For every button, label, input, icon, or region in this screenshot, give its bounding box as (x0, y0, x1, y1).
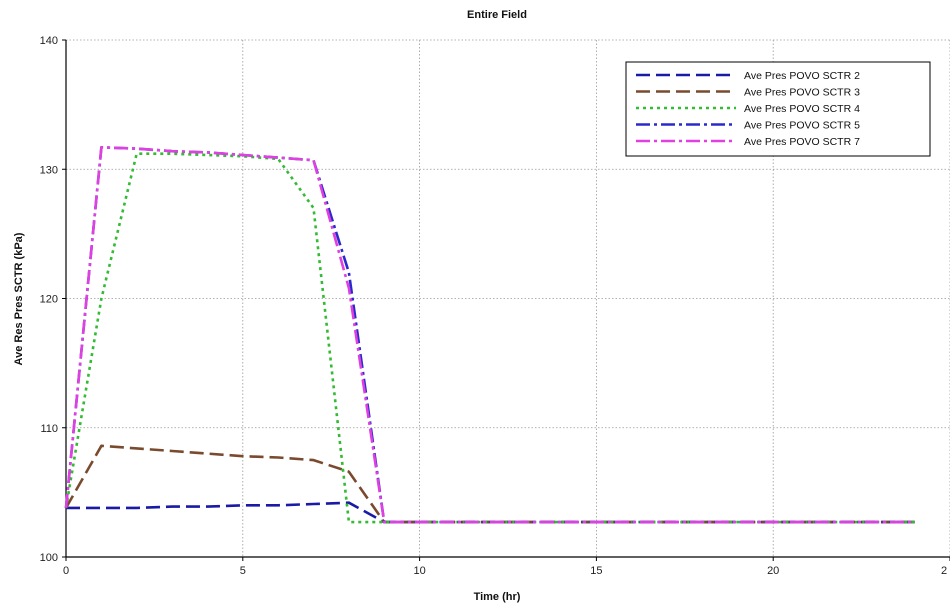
x-tick-label: 20 (767, 565, 779, 577)
y-tick-label: 110 (40, 423, 58, 435)
grid (66, 39, 950, 557)
legend-label-3: Ave Pres POVO SCTR 4 (744, 103, 860, 115)
series-line-4 (64, 146, 915, 524)
chart-title: Entire Field (467, 9, 527, 21)
y-tick-label: 100 (40, 552, 58, 564)
x-tick-label: 10 (413, 565, 425, 577)
x-tick-label: 2 (941, 565, 947, 577)
x-tick-label: 0 (63, 565, 69, 577)
legend: Ave Pres POVO SCTR 2 Ave Pres POVO SCTR 3… (625, 61, 931, 157)
series-line-2 (64, 444, 915, 524)
y-tick-label: 120 (40, 294, 58, 306)
series-line-1 (66, 501, 915, 524)
series-line-5 (64, 146, 915, 524)
series-group (64, 146, 915, 524)
y-axis-label: Ave Res Pres SCTR (kPa) (13, 232, 25, 365)
legend-label-2: Ave Pres POVO SCTR 3 (744, 87, 860, 99)
y-tick-label: 140 (40, 35, 58, 47)
legend-label-1: Ave Pres POVO SCTR 2 (744, 70, 860, 82)
x-tick-label: 5 (240, 565, 246, 577)
series-line-3 (64, 152, 915, 524)
x-tick-label: 15 (590, 565, 602, 577)
axis-ticks: 0 5 10 15 20 2 100 110 120 130 140 (40, 35, 950, 577)
y-tick-label: 130 (40, 164, 58, 176)
legend-label-4: Ave Pres POVO SCTR 5 (744, 120, 860, 132)
legend-label-5: Ave Pres POVO SCTR 7 (744, 136, 860, 148)
x-axis-label: Time (hr) (474, 591, 521, 603)
legend-box (625, 61, 931, 157)
